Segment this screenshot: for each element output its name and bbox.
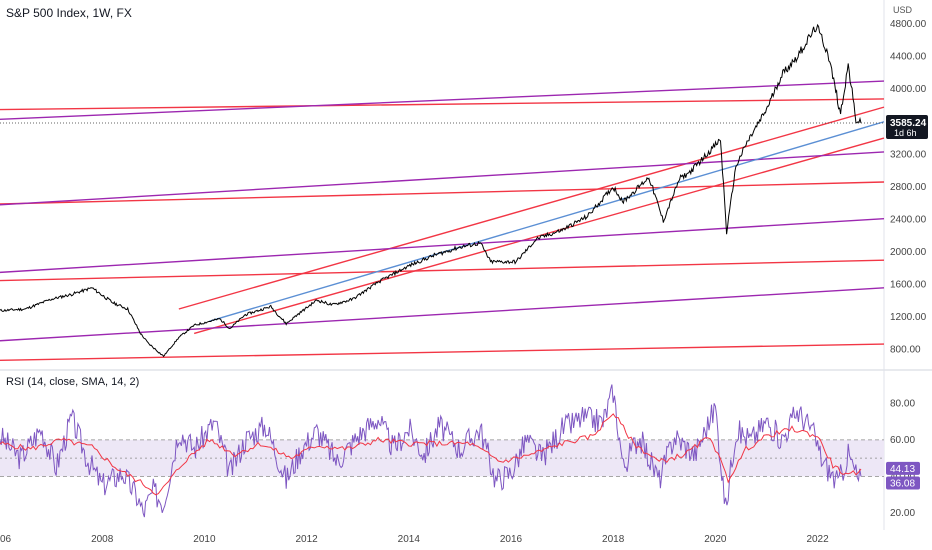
purple-trend-line [0,80,885,121]
price-series [0,23,884,358]
rsi-band [0,439,884,477]
blue-trend-line [209,121,885,322]
rsi-line [0,384,862,518]
time-axis-tick-label: 2022 [806,534,829,545]
rsi-series [0,384,862,518]
red-trend-line [0,259,885,282]
time-axis-tick-label: 2006 [0,534,12,545]
axes: 800.00 1200.00 1600.00 2000.00 2400.00 2800.0… [0,19,927,545]
purple-trend-line [0,151,885,206]
rsi-axis-tick-label: 80.00 [890,398,915,409]
time-axis-tick-label: 2008 [91,534,114,545]
price-axis-tick-label: 4400.00 [890,52,927,63]
rsi-tag-bg [886,461,920,475]
red-trend-line [178,106,885,310]
purple-trend-line [0,217,885,274]
time-axis-tick-label: 2018 [602,534,625,545]
time-axis-tick-label: 2012 [295,534,318,545]
price-line [0,23,862,358]
rsi-title: RSI (14, close, SMA, 14, 2) [6,376,140,388]
purple-trend-line [0,287,885,342]
sma-value-tag: 36.08 [886,476,920,490]
currency-label: USD [892,5,912,15]
price-axis-tick-label: 1600.00 [890,280,927,291]
trend-lines [0,80,885,362]
red-trend-line [0,98,885,111]
countdown-label: 1d 6h [894,128,917,138]
rsi-sma-line [0,413,862,496]
last-price-value: 3585.24 [890,118,927,129]
red-trend-line [0,343,885,362]
sma-tag-bg [886,476,920,490]
red-trend-line [0,181,885,205]
chart-title: S&P 500 Index, 1W, FX [6,6,132,20]
last-price-tag-bg [886,114,928,139]
time-axis-tick-label: 2016 [500,534,523,545]
price-axis-tick-label: 2000.00 [890,247,927,258]
price-axis-tick-label: 2800.00 [890,182,927,193]
time-axis-tick-label: 2010 [193,534,216,545]
price-axis-tick-label: 800.00 [890,345,921,356]
rsi-value-tag: 44.13 [886,461,920,475]
time-axis-tick-label: 2020 [704,534,727,545]
rsi-tag-value: 44.13 [890,464,915,475]
price-axis-tick-label: 4800.00 [890,19,927,30]
price-axis-tick-label: 3200.00 [890,149,927,160]
time-axis-tick-label: 2014 [398,534,421,545]
rsi-axis-tick-label: 20.00 [890,508,915,519]
red-trend-line [193,137,885,335]
price-axis-tick-label: 2400.00 [890,214,927,225]
price-axis-tick-label: 1200.00 [890,312,927,323]
rsi-axis-tick-label: 60.00 [890,435,915,446]
sma-tag-value: 36.08 [890,479,915,490]
price-axis-tick-label: 4000.00 [890,84,927,95]
